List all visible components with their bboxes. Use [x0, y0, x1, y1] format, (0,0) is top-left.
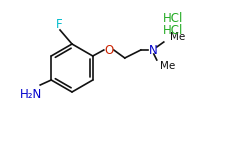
Text: H₂N: H₂N: [20, 87, 42, 100]
Text: N: N: [148, 44, 157, 57]
Text: HCl: HCl: [163, 12, 184, 24]
Text: HCl: HCl: [163, 24, 184, 36]
Text: Me: Me: [170, 32, 185, 42]
Text: O: O: [104, 44, 114, 57]
Text: F: F: [56, 18, 62, 30]
Text: Me: Me: [160, 61, 175, 71]
